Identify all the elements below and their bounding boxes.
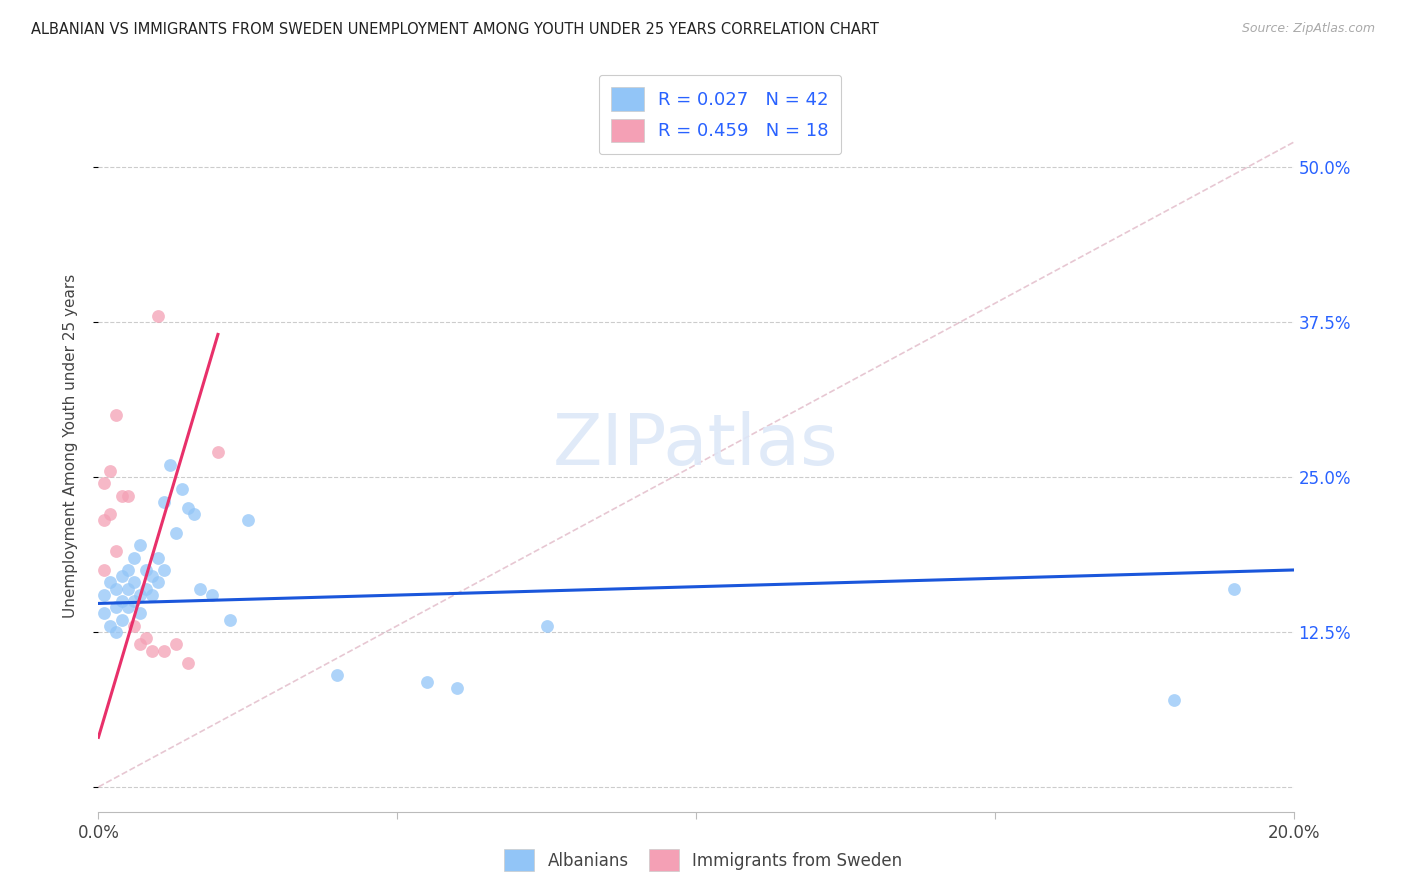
Text: Source: ZipAtlas.com: Source: ZipAtlas.com — [1241, 22, 1375, 36]
Point — [153, 563, 176, 577]
Point — [536, 619, 558, 633]
Point — [105, 624, 128, 639]
Point — [93, 563, 115, 577]
Point — [111, 613, 134, 627]
Point — [105, 408, 128, 422]
Point — [416, 674, 439, 689]
Point — [129, 588, 152, 602]
Point — [105, 582, 128, 596]
Point — [111, 594, 134, 608]
Point — [183, 507, 205, 521]
Point — [236, 513, 259, 527]
Legend: Albanians, Immigrants from Sweden: Albanians, Immigrants from Sweden — [496, 841, 910, 880]
Point — [135, 631, 157, 645]
Point — [165, 525, 187, 540]
Point — [98, 464, 122, 478]
Point — [129, 607, 152, 621]
Point — [93, 607, 115, 621]
Point — [326, 668, 349, 682]
Point — [124, 550, 146, 565]
Point — [129, 637, 152, 651]
Text: ALBANIAN VS IMMIGRANTS FROM SWEDEN UNEMPLOYMENT AMONG YOUTH UNDER 25 YEARS CORRE: ALBANIAN VS IMMIGRANTS FROM SWEDEN UNEMP… — [31, 22, 879, 37]
Point — [177, 656, 200, 670]
Point — [117, 600, 139, 615]
Point — [135, 582, 157, 596]
Point — [159, 458, 181, 472]
Point — [117, 582, 139, 596]
Point — [111, 489, 134, 503]
Point — [188, 582, 211, 596]
Point — [129, 538, 152, 552]
Point — [111, 569, 134, 583]
Point — [141, 588, 163, 602]
Point — [148, 575, 170, 590]
Text: ZIPatlas: ZIPatlas — [553, 411, 839, 481]
Point — [98, 507, 122, 521]
Point — [93, 476, 115, 491]
Point — [141, 569, 163, 583]
Point — [117, 563, 139, 577]
Point — [141, 643, 163, 657]
Point — [446, 681, 468, 695]
Y-axis label: Unemployment Among Youth under 25 years: Unemployment Among Youth under 25 years — [63, 274, 77, 618]
Point — [207, 445, 229, 459]
Point — [165, 637, 187, 651]
Point — [124, 619, 146, 633]
Point — [98, 575, 122, 590]
Point — [1223, 582, 1246, 596]
Point — [124, 575, 146, 590]
Legend: R = 0.027   N = 42, R = 0.459   N = 18: R = 0.027 N = 42, R = 0.459 N = 18 — [599, 75, 841, 154]
Point — [172, 483, 194, 497]
Point — [93, 513, 115, 527]
Point — [135, 563, 157, 577]
Point — [219, 613, 242, 627]
Point — [117, 489, 139, 503]
Point — [98, 619, 122, 633]
Point — [148, 309, 170, 323]
Point — [93, 588, 115, 602]
Point — [148, 550, 170, 565]
Point — [105, 600, 128, 615]
Point — [1163, 693, 1185, 707]
Point — [124, 594, 146, 608]
Point — [153, 643, 176, 657]
Point — [177, 500, 200, 515]
Point — [153, 495, 176, 509]
Point — [201, 588, 224, 602]
Point — [105, 544, 128, 558]
